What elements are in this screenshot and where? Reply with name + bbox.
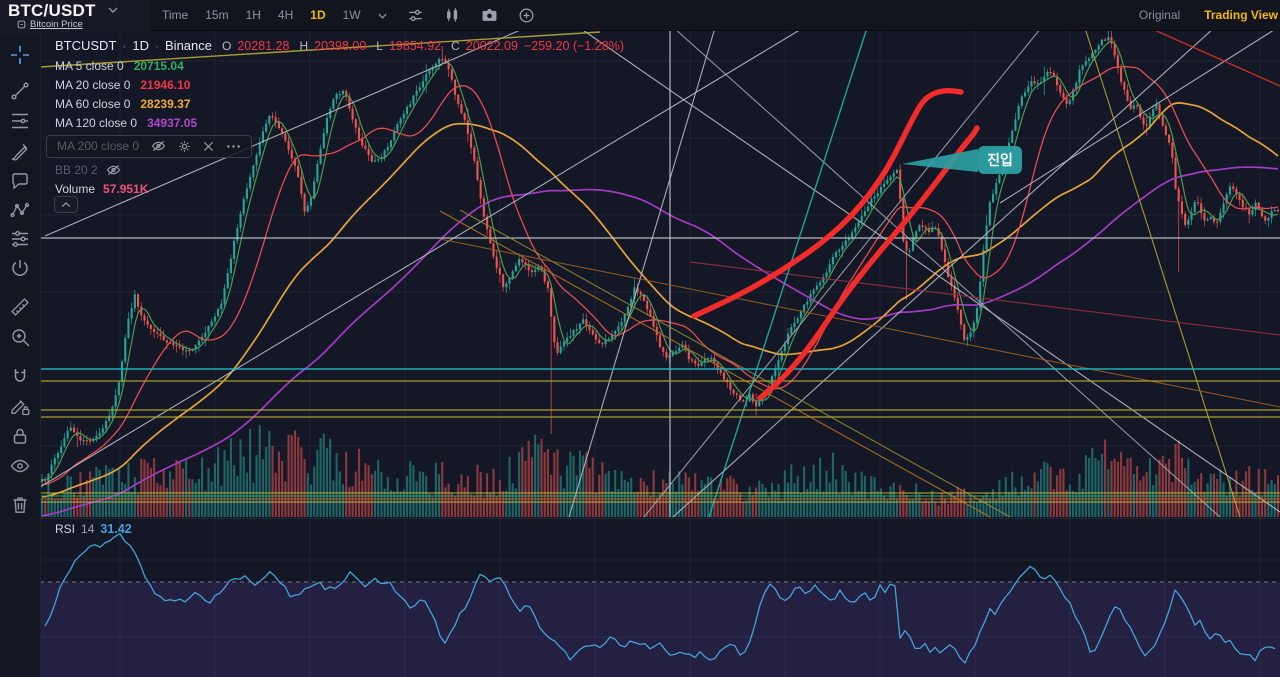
bb-label: BB 20 2 xyxy=(55,162,98,177)
tradingview-view-link[interactable]: Trading View xyxy=(1204,8,1278,22)
indicator-row-ma60[interactable]: MA 60 close 0 28239.37 xyxy=(55,98,624,110)
ma5-value: 20715.04 xyxy=(133,58,184,73)
drawing-mode-lock-tool[interactable] xyxy=(9,395,31,417)
zoom-in-icon xyxy=(12,329,30,347)
crosshair-tool[interactable] xyxy=(9,44,31,66)
rsi-value: 31.42 xyxy=(100,522,132,536)
ma200-label: MA 200 close 0 xyxy=(57,139,140,153)
timeframe-15m[interactable]: 15m xyxy=(205,8,229,22)
ma120-label: MA 120 close 0 xyxy=(55,115,138,130)
bb-hidden-eye-off-icon[interactable] xyxy=(106,164,121,176)
power-tool[interactable] xyxy=(9,257,31,279)
volume-label: Volume xyxy=(55,181,96,196)
symbol-title[interactable]: BTC/USDT xyxy=(8,1,96,20)
legend-interval: 1D xyxy=(132,38,150,53)
trash-icon xyxy=(13,497,27,513)
sliders-icon xyxy=(12,231,28,247)
volume-value: 57.951K xyxy=(103,181,149,196)
screenshot-camera-icon[interactable] xyxy=(481,7,498,24)
more-options-dots-icon[interactable] xyxy=(226,144,241,149)
ma120-value: 34937.05 xyxy=(147,115,198,130)
lock-icon xyxy=(13,428,27,444)
rsi-label: RSI xyxy=(55,522,76,536)
remove-all-tool[interactable] xyxy=(9,494,31,516)
measure-ruler-tool[interactable] xyxy=(9,296,31,318)
ma60-value: 28239.37 xyxy=(140,96,191,111)
timeframe-row: Time 15m 1H 4H 1D 1W xyxy=(160,0,535,30)
legend-collapse-button[interactable] xyxy=(54,196,78,213)
timeframe-1h[interactable]: 1H xyxy=(245,8,261,22)
timeframe-caret-down-icon[interactable] xyxy=(378,6,387,24)
chart-area: 진입 xyxy=(40,28,1280,677)
legend-symbol: BTCUSDT xyxy=(55,38,117,53)
indicator-settings-gear-icon[interactable] xyxy=(178,140,191,153)
add-plus-circle-icon[interactable] xyxy=(518,7,535,24)
indicator-row-ma20[interactable]: MA 20 close 0 21946.10 xyxy=(55,79,624,91)
indicator-row-bb[interactable]: BB 20 2 xyxy=(55,164,624,176)
rsi-legend[interactable]: RSI 14 31.42 xyxy=(55,522,132,536)
xabcd-pattern-tool[interactable] xyxy=(9,199,31,221)
hide-indicator-icon[interactable] xyxy=(151,140,166,152)
power-icon xyxy=(12,260,28,276)
lock-all-tool[interactable] xyxy=(9,425,31,447)
indicator-row-ma5[interactable]: MA 5 close 0 20715.04 xyxy=(55,60,624,72)
magnet-icon xyxy=(14,369,26,382)
text-annotation-tool[interactable] xyxy=(9,170,31,192)
timeframe-time[interactable]: Time xyxy=(162,8,189,22)
symbol-caret-down-icon[interactable] xyxy=(108,0,118,18)
ma5-label: MA 5 close 0 xyxy=(55,58,124,73)
close-value: 20022.09 xyxy=(465,39,518,53)
hide-all-drawings-tool[interactable] xyxy=(9,455,31,477)
ma60-label: MA 60 close 0 xyxy=(55,96,131,111)
open-value: 20281.28 xyxy=(237,39,290,53)
indicator-row-volume[interactable]: Volume 57.951K xyxy=(55,183,624,195)
magnet-tool[interactable] xyxy=(9,366,31,388)
low-value: 19854.92 xyxy=(388,39,442,53)
legend-exchange: Binance xyxy=(165,38,212,53)
forecast-tool[interactable] xyxy=(9,228,31,250)
bitcoin-price-label: Bitcoin Price xyxy=(30,19,83,30)
indicator-row-ma200-hovered[interactable]: MA 200 close 0 xyxy=(46,134,253,158)
rsi-period: 14 xyxy=(81,522,95,536)
trend-line-icon xyxy=(11,82,29,100)
fib-lines-icon xyxy=(12,113,28,129)
chart-legend: BTCUSDT · 1D · Binance O 20281.28 H 20398.… xyxy=(46,38,625,195)
main-chart-canvas[interactable]: 진입 xyxy=(40,28,1280,677)
indicator-settings-icon[interactable] xyxy=(407,7,424,24)
timeframe-4h[interactable]: 4H xyxy=(277,8,294,22)
crosshair-icon xyxy=(11,46,29,64)
brush-tool[interactable] xyxy=(9,140,31,162)
xabcd-pattern-icon xyxy=(10,202,30,218)
chart-type-candles-icon[interactable] xyxy=(444,7,461,24)
speech-bubble-icon xyxy=(12,173,28,190)
original-view-link[interactable]: Original xyxy=(1138,8,1181,22)
ma20-label: MA 20 close 0 xyxy=(55,77,131,92)
legend-title-row[interactable]: BTCUSDT · 1D · Binance O 20281.28 H 20398.… xyxy=(55,38,625,53)
top-toolbar: BTC/USDT Bitcoin Price Time 15m 1H 4H 1D… xyxy=(0,0,1280,34)
view-switcher: Original Trading View xyxy=(1139,0,1280,30)
fib-retracement-tool[interactable] xyxy=(9,110,31,132)
ma20-value: 21946.10 xyxy=(140,77,191,92)
timeframe-1d-selected[interactable]: 1D xyxy=(310,8,326,22)
remove-indicator-close-icon[interactable] xyxy=(203,141,214,152)
indicator-row-ma120[interactable]: MA 120 close 0 34937.05 xyxy=(55,117,624,129)
pencil-lock-icon xyxy=(11,400,30,416)
bitcoin-price-link[interactable]: Bitcoin Price xyxy=(17,19,150,30)
trend-line-tool[interactable] xyxy=(9,80,31,102)
chevron-up-icon xyxy=(61,201,71,208)
coin-icon xyxy=(17,20,26,29)
timeframe-1w[interactable]: 1W xyxy=(342,8,361,22)
drawing-toolbar xyxy=(0,30,41,677)
brush-icon xyxy=(11,144,28,161)
high-value: 20398.00 xyxy=(314,39,367,53)
symbol-block: BTC/USDT Bitcoin Price xyxy=(0,0,150,34)
svg-text:진입: 진입 xyxy=(987,152,1013,168)
eye-icon xyxy=(10,459,30,473)
zoom-in-tool[interactable] xyxy=(9,326,31,348)
change-value: −259.20 (−1.28%) xyxy=(523,39,625,53)
ruler-icon xyxy=(11,298,29,316)
